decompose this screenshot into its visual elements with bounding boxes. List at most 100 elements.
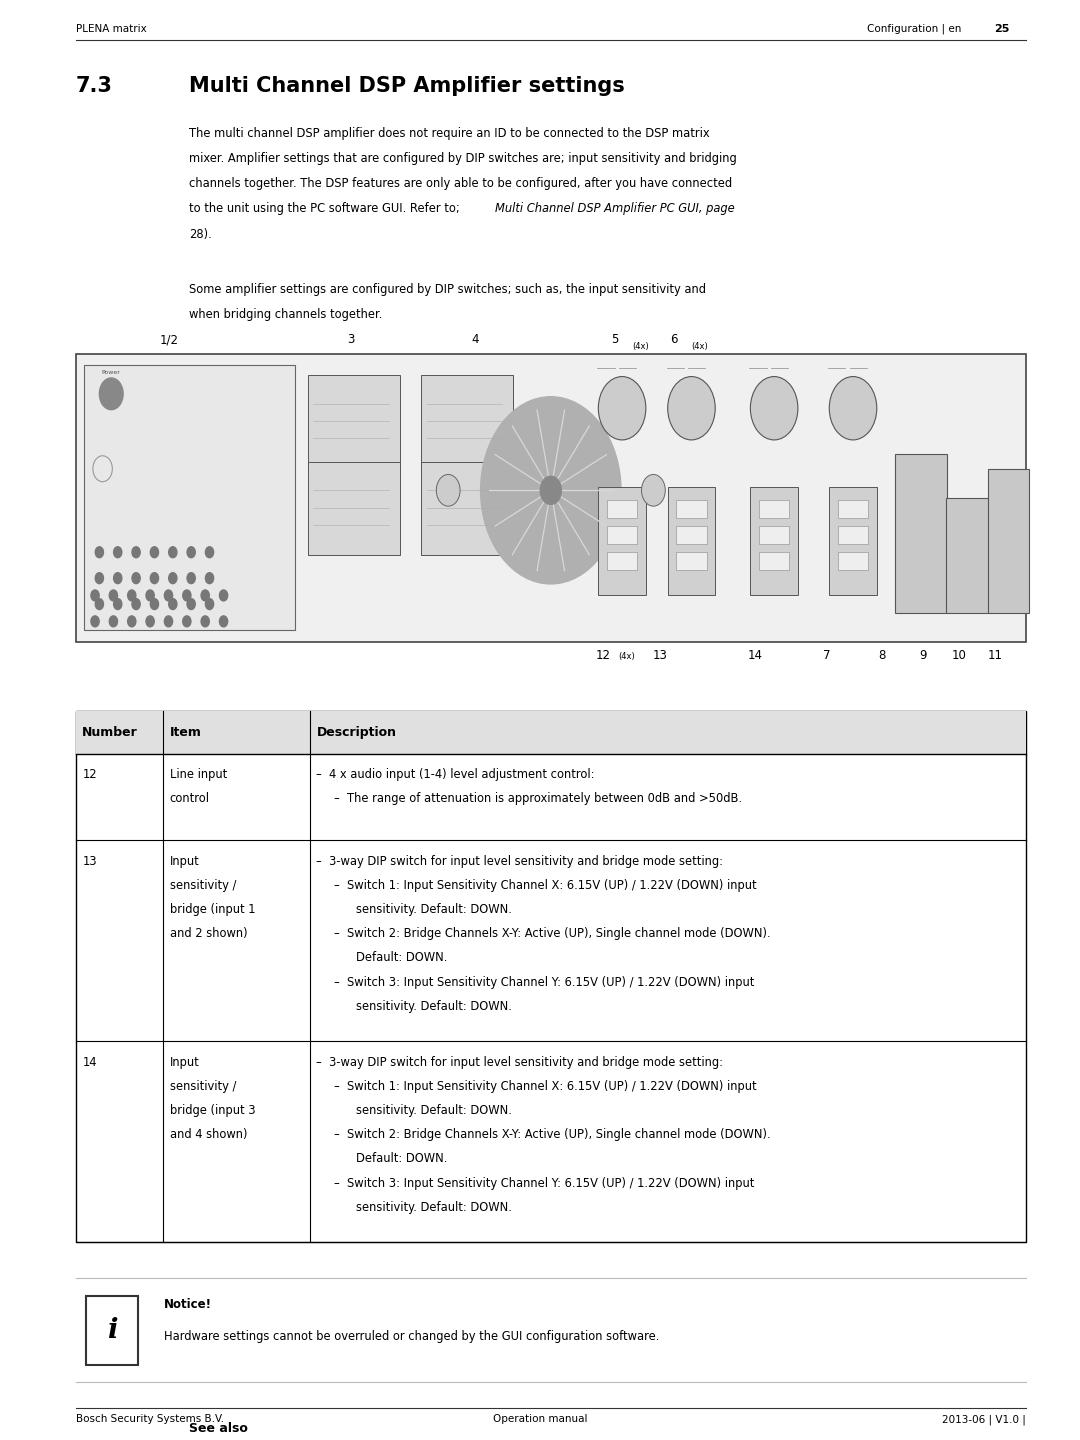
Circle shape [109, 590, 118, 600]
Text: sensitivity. Default: DOWN.: sensitivity. Default: DOWN. [355, 1201, 512, 1214]
Bar [751, 487, 798, 596]
Circle shape [168, 547, 177, 557]
Text: Multi Channel DSP Amplifier PC GUI, page: Multi Channel DSP Amplifier PC GUI, page [495, 202, 734, 216]
Text: Multi Channel DSP Amplifier settings: Multi Channel DSP Amplifier settings [189, 76, 624, 96]
Text: and 2 shown): and 2 shown) [170, 927, 247, 940]
Bar [76, 711, 1026, 755]
Circle shape [113, 547, 122, 557]
Text: The multi channel DSP amplifier does not require an ID to be connected to the DS: The multi channel DSP amplifier does not… [189, 127, 710, 140]
Bar [667, 487, 715, 596]
Text: sensitivity. Default: DOWN.: sensitivity. Default: DOWN. [355, 903, 512, 916]
Text: bridge (input 3: bridge (input 3 [170, 1104, 255, 1117]
Text: –  3-way DIP switch for input level sensitivity and bridge mode setting:: – 3-way DIP switch for input level sensi… [315, 1056, 723, 1068]
Text: Item: Item [170, 726, 201, 739]
Text: –  4 x audio input (1-4) level adjustment control:: – 4 x audio input (1-4) level adjustment… [315, 769, 594, 782]
Circle shape [127, 616, 136, 626]
Text: Line input: Line input [170, 769, 227, 782]
Circle shape [132, 547, 140, 557]
Text: control: control [170, 792, 210, 805]
Text: Input: Input [170, 855, 200, 868]
Text: –  Switch 2: Bridge Channels X-Y: Active (UP), Single channel mode (DOWN).: – Switch 2: Bridge Channels X-Y: Active … [334, 1129, 771, 1142]
Text: 8: 8 [878, 648, 886, 662]
Text: 13: 13 [652, 648, 667, 662]
Text: Some amplifier settings are configured by DIP switches; such as, the input sensi: Some amplifier settings are configured b… [189, 282, 706, 297]
Bar [838, 500, 868, 517]
Circle shape [113, 599, 122, 609]
Circle shape [95, 573, 104, 583]
Circle shape [540, 477, 562, 504]
Text: 7: 7 [823, 648, 831, 662]
Text: –  3-way DIP switch for input level sensitivity and bridge mode setting:: – 3-way DIP switch for input level sensi… [315, 855, 723, 868]
Text: Default: DOWN.: Default: DOWN. [355, 1152, 447, 1165]
Text: 5: 5 [611, 333, 618, 347]
Bar [607, 500, 637, 517]
Circle shape [99, 379, 123, 409]
Circle shape [150, 599, 159, 609]
Circle shape [205, 573, 214, 583]
Circle shape [598, 377, 646, 441]
Text: 12: 12 [595, 648, 610, 662]
Bar [84, 364, 295, 631]
Bar [895, 455, 947, 613]
Text: channels together. The DSP features are only able to be configured, after you ha: channels together. The DSP features are … [189, 177, 732, 190]
Circle shape [205, 547, 214, 557]
Text: Notice!: Notice! [164, 1299, 212, 1312]
Bar [676, 552, 706, 569]
Circle shape [187, 547, 195, 557]
Text: Bosch Security Systems B.V.: Bosch Security Systems B.V. [76, 1414, 224, 1424]
Circle shape [168, 599, 177, 609]
Circle shape [205, 599, 214, 609]
Circle shape [187, 573, 195, 583]
Bar [607, 552, 637, 569]
Text: 11: 11 [988, 648, 1003, 662]
Text: (4x): (4x) [632, 341, 648, 351]
Text: 1/2: 1/2 [159, 333, 178, 347]
Circle shape [183, 590, 191, 600]
Circle shape [201, 616, 210, 626]
Text: Hardware settings cannot be overruled or changed by the GUI configuration softwa: Hardware settings cannot be overruled or… [164, 1331, 660, 1344]
Text: 14: 14 [83, 1056, 97, 1068]
Circle shape [436, 475, 460, 507]
Text: Number: Number [82, 726, 138, 739]
Text: 13: 13 [83, 855, 98, 868]
Text: Description: Description [316, 726, 396, 739]
Bar [829, 487, 877, 596]
Text: 12: 12 [83, 769, 98, 782]
Text: sensitivity /: sensitivity / [170, 878, 235, 891]
Text: (4x): (4x) [618, 651, 635, 661]
Bar [76, 353, 1026, 642]
Text: Power: Power [102, 370, 121, 376]
Text: 9: 9 [919, 648, 927, 662]
Bar [676, 500, 706, 517]
Bar [759, 552, 789, 569]
Text: 14: 14 [747, 648, 762, 662]
Text: Configuration | en: Configuration | en [867, 23, 961, 33]
Bar [308, 461, 400, 556]
Bar [988, 469, 1029, 613]
Circle shape [91, 590, 99, 600]
Text: –  Switch 1: Input Sensitivity Channel X: 6.15V (UP) / 1.22V (DOWN) input: – Switch 1: Input Sensitivity Channel X:… [334, 1080, 757, 1093]
Bar [421, 461, 513, 556]
Circle shape [187, 599, 195, 609]
Text: Default: DOWN.: Default: DOWN. [355, 952, 447, 965]
Circle shape [219, 590, 228, 600]
Circle shape [164, 616, 173, 626]
Circle shape [168, 573, 177, 583]
Circle shape [751, 377, 798, 441]
Circle shape [642, 475, 665, 507]
Circle shape [667, 377, 715, 441]
Circle shape [109, 616, 118, 626]
Circle shape [829, 377, 877, 441]
Text: 7.3: 7.3 [76, 76, 112, 96]
Circle shape [95, 599, 104, 609]
Text: 2013-06 | V1.0 |: 2013-06 | V1.0 | [942, 1414, 1026, 1424]
Circle shape [481, 396, 621, 585]
Bar [76, 711, 1026, 1243]
Circle shape [91, 616, 99, 626]
Circle shape [127, 590, 136, 600]
Text: bridge (input 1: bridge (input 1 [170, 903, 255, 916]
Text: 25: 25 [995, 24, 1010, 33]
Bar [308, 374, 400, 469]
Text: i: i [107, 1316, 118, 1344]
Text: sensitivity. Default: DOWN.: sensitivity. Default: DOWN. [355, 999, 512, 1012]
